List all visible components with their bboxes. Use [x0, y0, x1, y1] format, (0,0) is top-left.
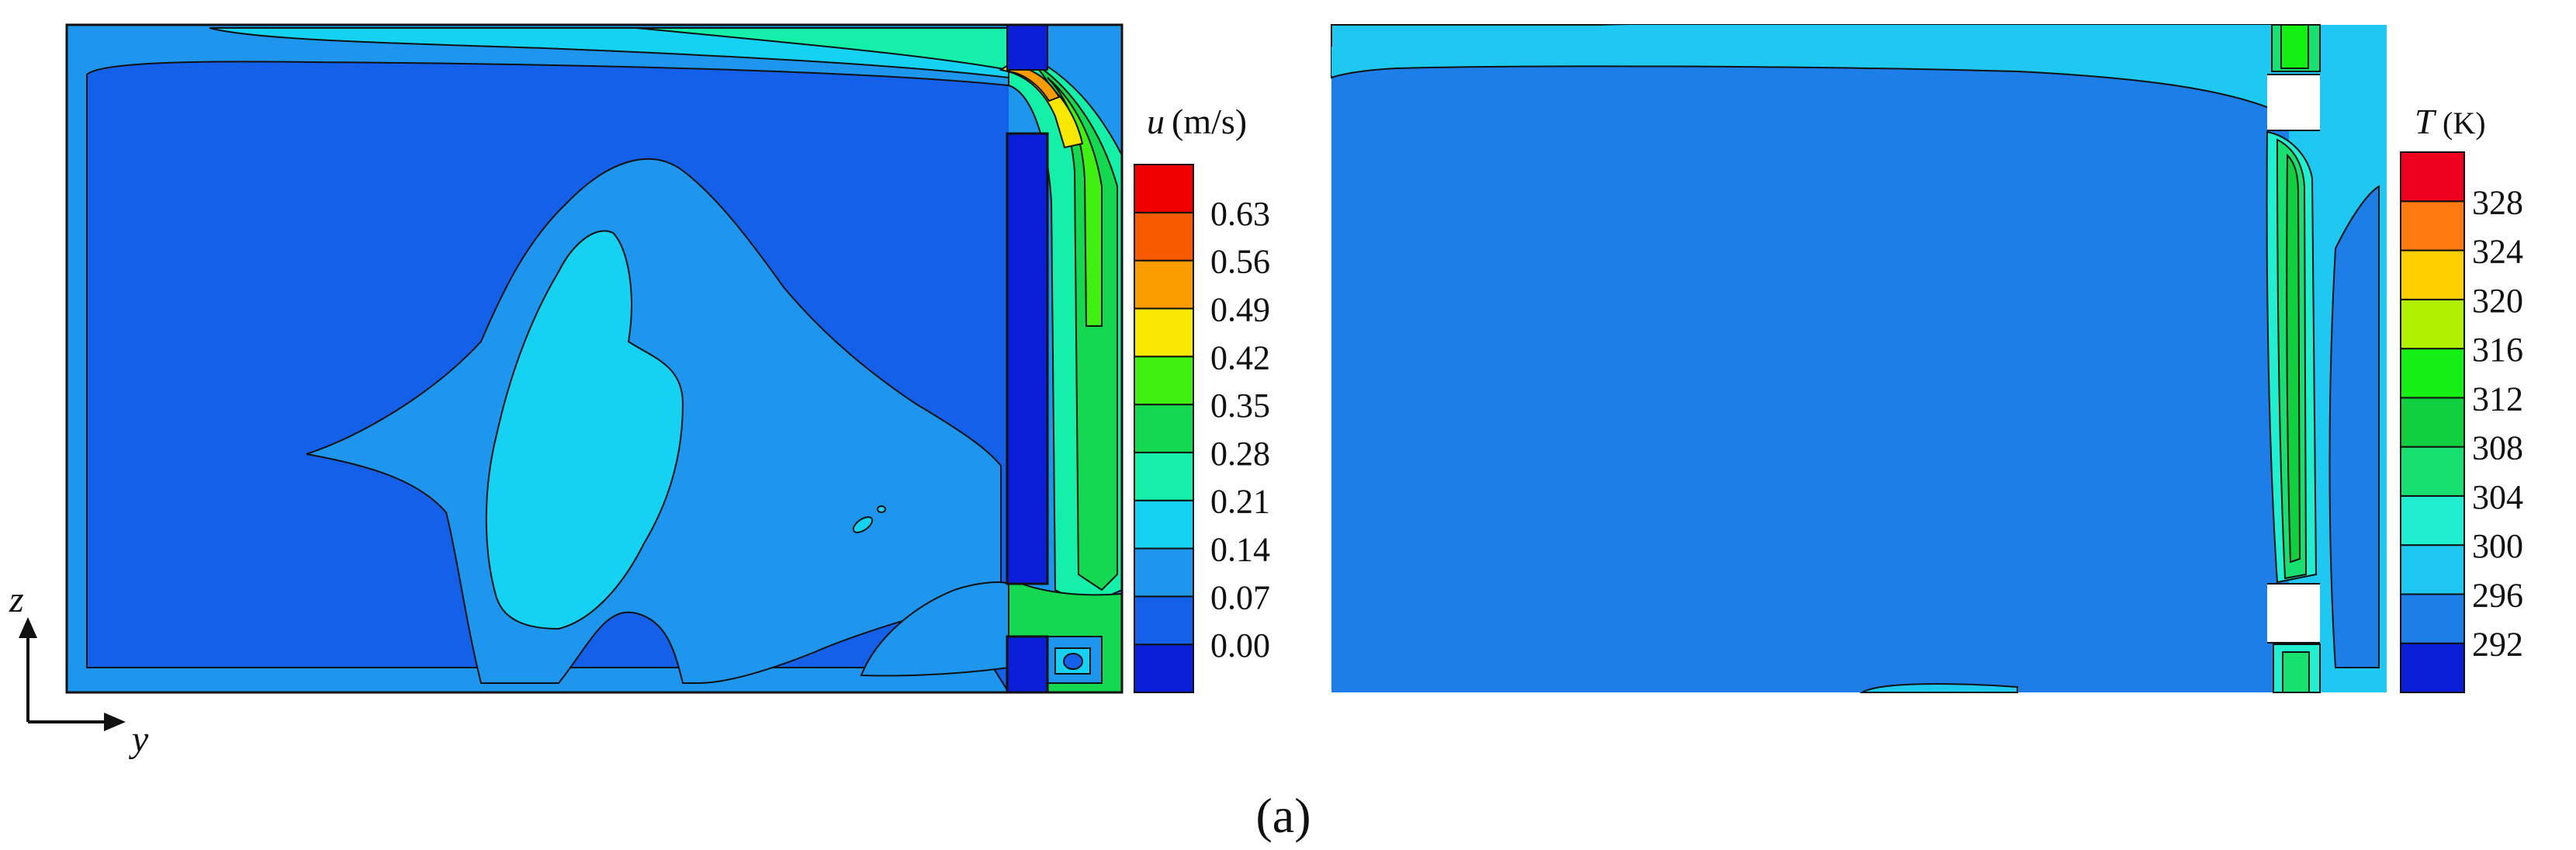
colorbar-segment: [1134, 211, 1194, 262]
colorbar-tick-label: 0.28: [1210, 435, 1270, 473]
colorbar-segment: [1134, 451, 1194, 501]
colorbar-tick-label: 0.42: [1210, 338, 1270, 376]
colorbar-segment: [2400, 249, 2465, 300]
colorbar-tick-label: 0.00: [1210, 626, 1270, 664]
colorbar-tick-label: 296: [2472, 576, 2523, 614]
temperature-colorbar-ticks: 328 324 320 316 312 308 304 300 296 292: [2472, 183, 2523, 663]
velocity-colorbar-ticks: 0.63 0.56 0.49 0.42 0.35 0.28 0.21 0.14 0.07 0.00: [1210, 195, 1270, 664]
y-axis-label: y: [128, 719, 149, 760]
z-axis-label: z: [9, 579, 24, 620]
velocity-colorbar-unit: (m/s): [1172, 102, 1247, 141]
colorbar-segment: [1134, 164, 1194, 213]
temperature-contour-plot: [1331, 24, 2387, 693]
colorbar-tick-label: 316: [2472, 331, 2523, 369]
colorbar-segment: [1134, 307, 1194, 358]
colorbar-segment: [2400, 348, 2465, 399]
colorbar-tick-label: 324: [2472, 233, 2523, 271]
colorbar-segment: [1134, 499, 1194, 550]
velocity-colorbar-symbol: u: [1147, 102, 1165, 141]
axis-indicator: z y: [9, 579, 149, 760]
colorbar-tick-label: 0.14: [1210, 531, 1270, 569]
colorbar-segment: [2400, 494, 2465, 546]
colorbar-tick-label: 0.63: [1210, 195, 1270, 233]
colorbar-segment: [2400, 200, 2465, 252]
temperature-colorbar-unit: (K): [2443, 106, 2486, 141]
colorbar-tick-label: 0.35: [1210, 387, 1270, 425]
velocity-contour-plot: [65, 23, 1124, 694]
colorbar-tick-label: 300: [2472, 527, 2523, 565]
velocity-colorbar: [1134, 164, 1194, 694]
colorbar-tick-label: 292: [2472, 626, 2523, 664]
colorbar-tick-label: 304: [2472, 478, 2523, 516]
colorbar-tick-label: 308: [2472, 429, 2523, 467]
colorbar-tick-label: 320: [2472, 282, 2523, 320]
colorbar-segment: [1134, 356, 1194, 406]
colorbar-segment: [2400, 544, 2465, 595]
colorbar-segment: [2400, 593, 2465, 644]
colorbar-tick-label: 312: [2472, 380, 2523, 418]
colorbar-segment: [2400, 446, 2465, 497]
colorbar-segment: [2400, 151, 2465, 203]
colorbar-segment: [2400, 642, 2465, 694]
colorbar-tick-label: 0.56: [1210, 243, 1270, 281]
colorbar-tick-label: 0.21: [1210, 483, 1270, 521]
colorbar-segment: [2400, 298, 2465, 350]
colorbar-segment: [1134, 644, 1194, 694]
temperature-colorbar: [2400, 151, 2465, 694]
temperature-colorbar-symbol: T: [2415, 102, 2437, 141]
colorbar-tick-label: 0.49: [1210, 290, 1270, 328]
colorbar-segment: [1134, 259, 1194, 310]
colorbar-tick-label: 328: [2472, 183, 2523, 221]
colorbar-segment: [1134, 404, 1194, 453]
panel-label: (a): [1255, 788, 1311, 843]
colorbar-segment: [1134, 547, 1194, 598]
colorbar-tick-label: 0.07: [1210, 578, 1270, 616]
colorbar-segment: [2400, 397, 2465, 448]
colorbar-segment: [1134, 595, 1194, 646]
